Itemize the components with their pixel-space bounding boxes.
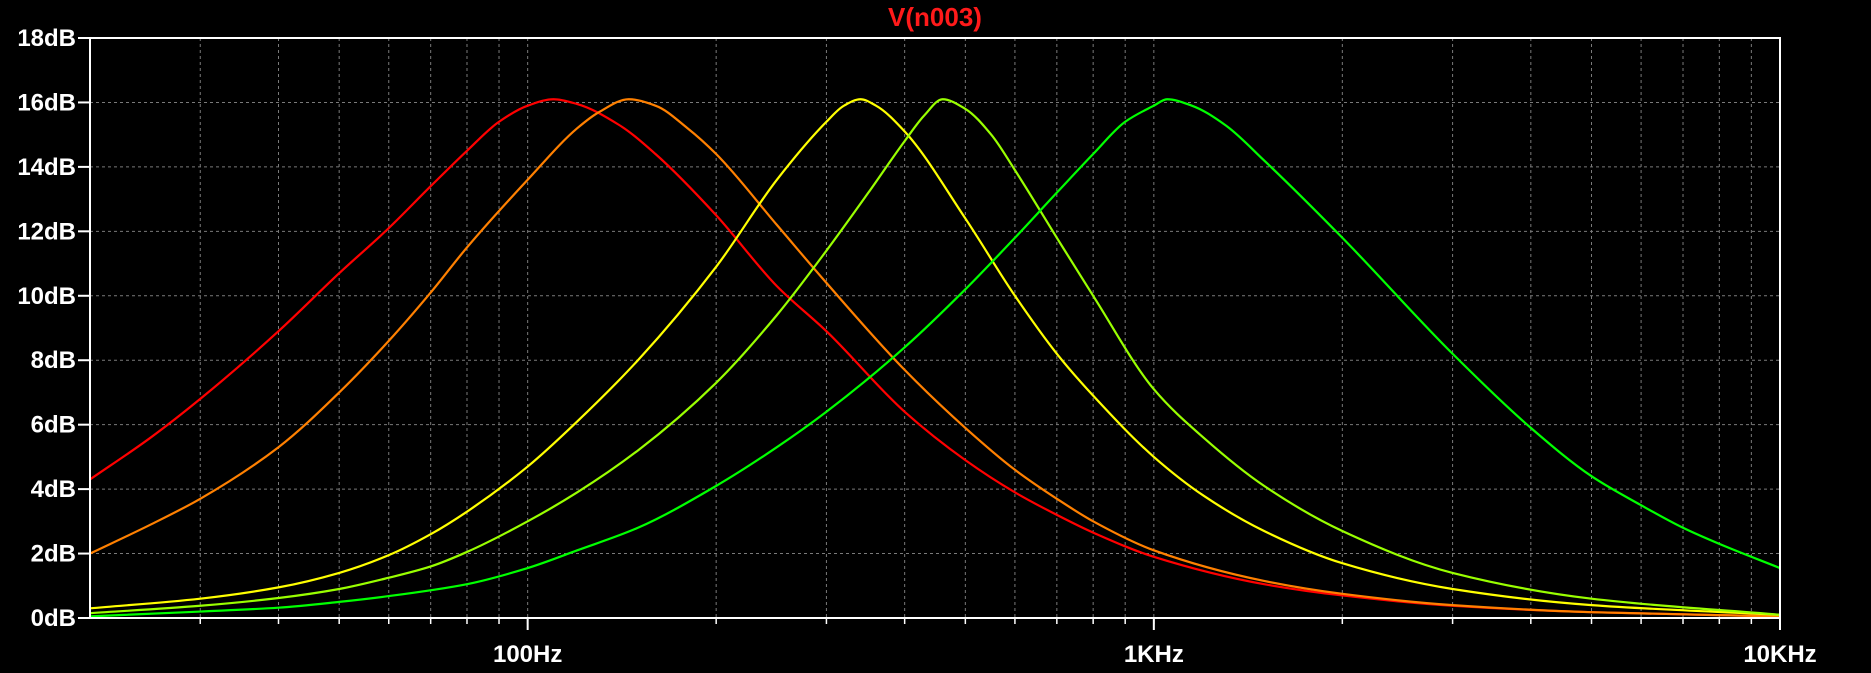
y-tick-label: 8dB (31, 347, 76, 374)
y-tick-label: 6dB (31, 412, 76, 439)
y-tick-label: 0dB (31, 605, 76, 632)
series-line-5[interactable] (89, 98, 1781, 618)
grid (90, 38, 1780, 624)
x-tick-label: 10KHz (1743, 641, 1816, 668)
series-line-3[interactable] (89, 98, 1781, 616)
x-tick-label: 100Hz (493, 641, 562, 668)
y-tick-label: 18dB (17, 25, 76, 52)
y-tick-label: 10dB (17, 283, 76, 310)
series-line-1[interactable] (89, 98, 1781, 618)
plot-frame (89, 37, 1781, 619)
y-axis: 0dB 2dB 4dB 6dB 8dB 10dB 12dB 14dB 16dB 18dB (17, 25, 90, 632)
trace-title[interactable]: V(n003) (888, 2, 982, 32)
y-tick-label: 4dB (31, 476, 76, 503)
y-tick-label: 2dB (31, 541, 76, 568)
y-tick-label: 14dB (17, 154, 76, 181)
x-axis: 100Hz 1KHz 10KHz (493, 618, 1817, 668)
y-tick-label: 12dB (17, 218, 76, 245)
series-layer (89, 98, 1781, 618)
y-tick-label: 16dB (17, 89, 76, 116)
series-line-4[interactable] (89, 98, 1781, 616)
series-line-2[interactable] (89, 98, 1781, 618)
x-tick-label: 1KHz (1124, 641, 1184, 668)
